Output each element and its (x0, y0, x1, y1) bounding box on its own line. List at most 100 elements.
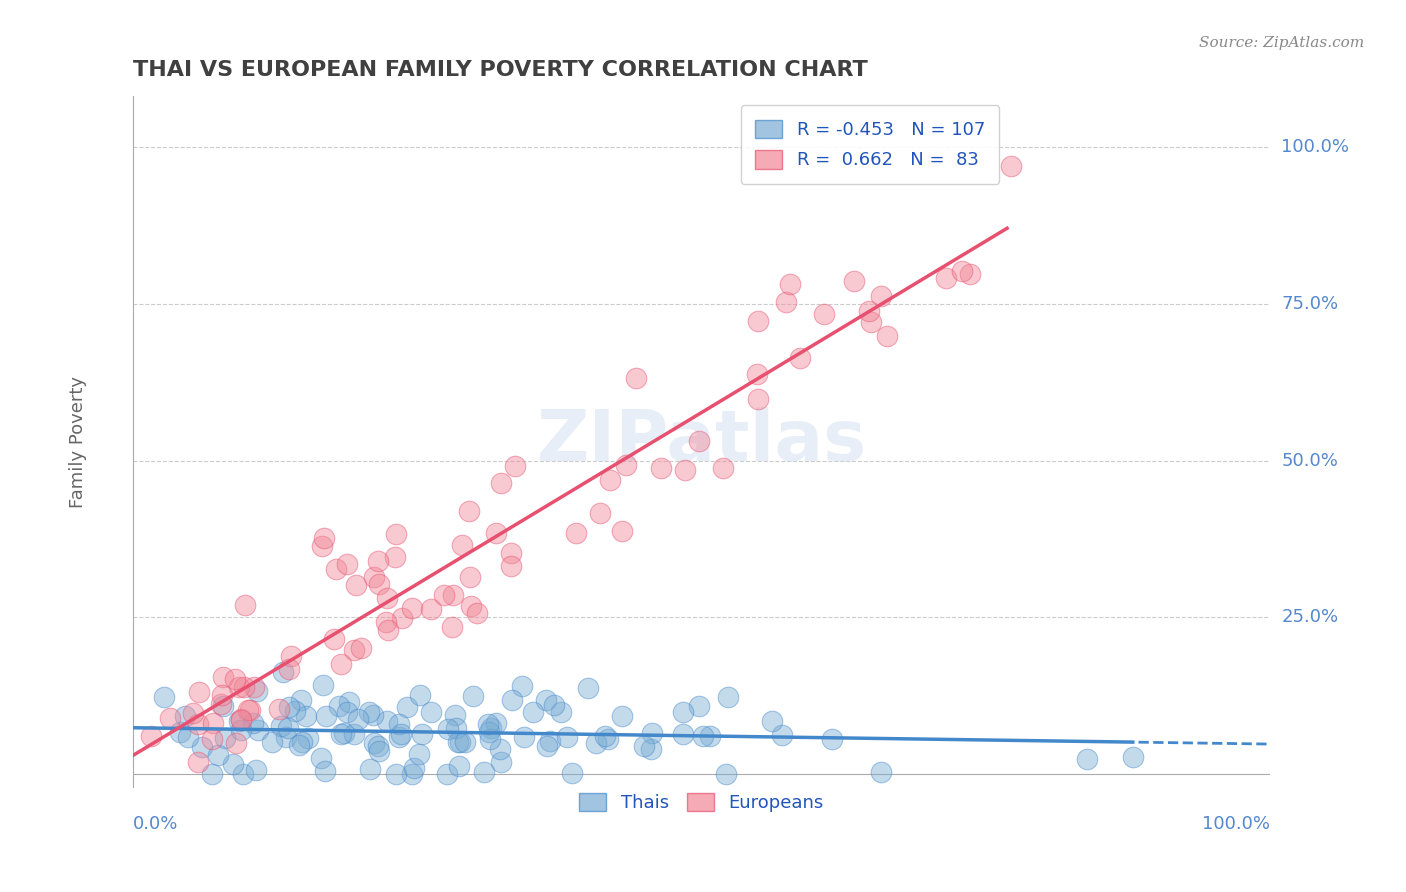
Text: 100.0%: 100.0% (1281, 137, 1350, 155)
Point (488, 741, 510, 756)
Point (209, 697, 232, 711)
Point (211, 698, 233, 713)
Point (550, 705, 572, 719)
Point (315, 709, 337, 723)
Point (640, 742, 662, 756)
Point (276, 730, 298, 744)
Point (231, 714, 253, 728)
Point (328, 699, 350, 714)
Point (959, 267, 981, 281)
Point (717, 690, 740, 705)
Text: Family Poverty: Family Poverty (69, 376, 87, 508)
Point (688, 434, 710, 448)
Point (747, 313, 769, 327)
Point (472, 764, 495, 779)
Point (395, 700, 418, 714)
Point (384, 527, 406, 541)
Point (1076, 752, 1098, 766)
Point (449, 735, 471, 749)
Point (367, 739, 389, 754)
Point (688, 698, 710, 713)
Point (876, 328, 898, 343)
Point (214, 731, 236, 745)
Point (501, 693, 523, 707)
Point (384, 550, 406, 565)
Point (612, 709, 634, 723)
Point (458, 503, 481, 517)
Point (239, 703, 262, 717)
Point (454, 735, 477, 749)
Point (333, 726, 356, 740)
Point (640, 726, 662, 740)
Point (377, 623, 399, 637)
Point (411, 727, 433, 741)
Point (561, 765, 583, 780)
Point (433, 588, 456, 602)
Text: ZIPatlas: ZIPatlas (536, 407, 866, 476)
Point (536, 693, 558, 707)
Text: Source: ZipAtlas.com: Source: ZipAtlas.com (1198, 36, 1364, 50)
Point (187, 755, 209, 769)
Point (344, 578, 367, 592)
Point (207, 747, 229, 762)
Point (314, 531, 336, 545)
Text: 25.0%: 25.0% (1281, 608, 1339, 626)
Point (388, 730, 411, 744)
Point (436, 767, 458, 781)
Point (287, 738, 309, 752)
Point (461, 690, 484, 704)
Point (513, 730, 536, 744)
Point (692, 729, 714, 743)
Point (294, 708, 316, 723)
Point (201, 767, 224, 781)
Point (401, 767, 423, 781)
Point (713, 461, 735, 475)
Point (188, 685, 211, 699)
Point (671, 705, 693, 719)
Point (870, 289, 893, 303)
Point (277, 662, 299, 676)
Point (228, 714, 250, 728)
Point (367, 554, 389, 568)
Point (159, 710, 181, 724)
Point (585, 736, 607, 750)
Point (388, 717, 411, 731)
Point (477, 716, 499, 731)
Point (374, 615, 396, 629)
Point (614, 458, 637, 472)
Point (290, 692, 312, 706)
Point (201, 731, 224, 746)
Point (269, 702, 291, 716)
Point (139, 730, 162, 744)
Point (593, 729, 616, 743)
Point (576, 681, 599, 695)
Point (478, 724, 501, 739)
Point (813, 307, 835, 321)
Text: 0.0%: 0.0% (132, 814, 179, 832)
Point (491, 755, 513, 769)
Point (336, 706, 359, 720)
Point (779, 277, 801, 291)
Point (610, 524, 633, 539)
Point (761, 714, 783, 728)
Text: 75.0%: 75.0% (1281, 294, 1339, 312)
Point (408, 747, 430, 761)
Point (297, 731, 319, 745)
Point (389, 727, 412, 741)
Point (337, 695, 360, 709)
Point (357, 705, 380, 719)
Point (242, 716, 264, 731)
Point (747, 392, 769, 407)
Point (236, 703, 259, 717)
Point (714, 767, 737, 781)
Point (543, 698, 565, 712)
Point (314, 764, 336, 778)
Point (325, 562, 347, 576)
Point (536, 739, 558, 754)
Point (311, 751, 333, 765)
Point (375, 591, 398, 605)
Legend: Thais, Europeans: Thais, Europeans (572, 786, 831, 820)
Point (361, 707, 384, 722)
Point (538, 733, 561, 747)
Point (1122, 750, 1144, 764)
